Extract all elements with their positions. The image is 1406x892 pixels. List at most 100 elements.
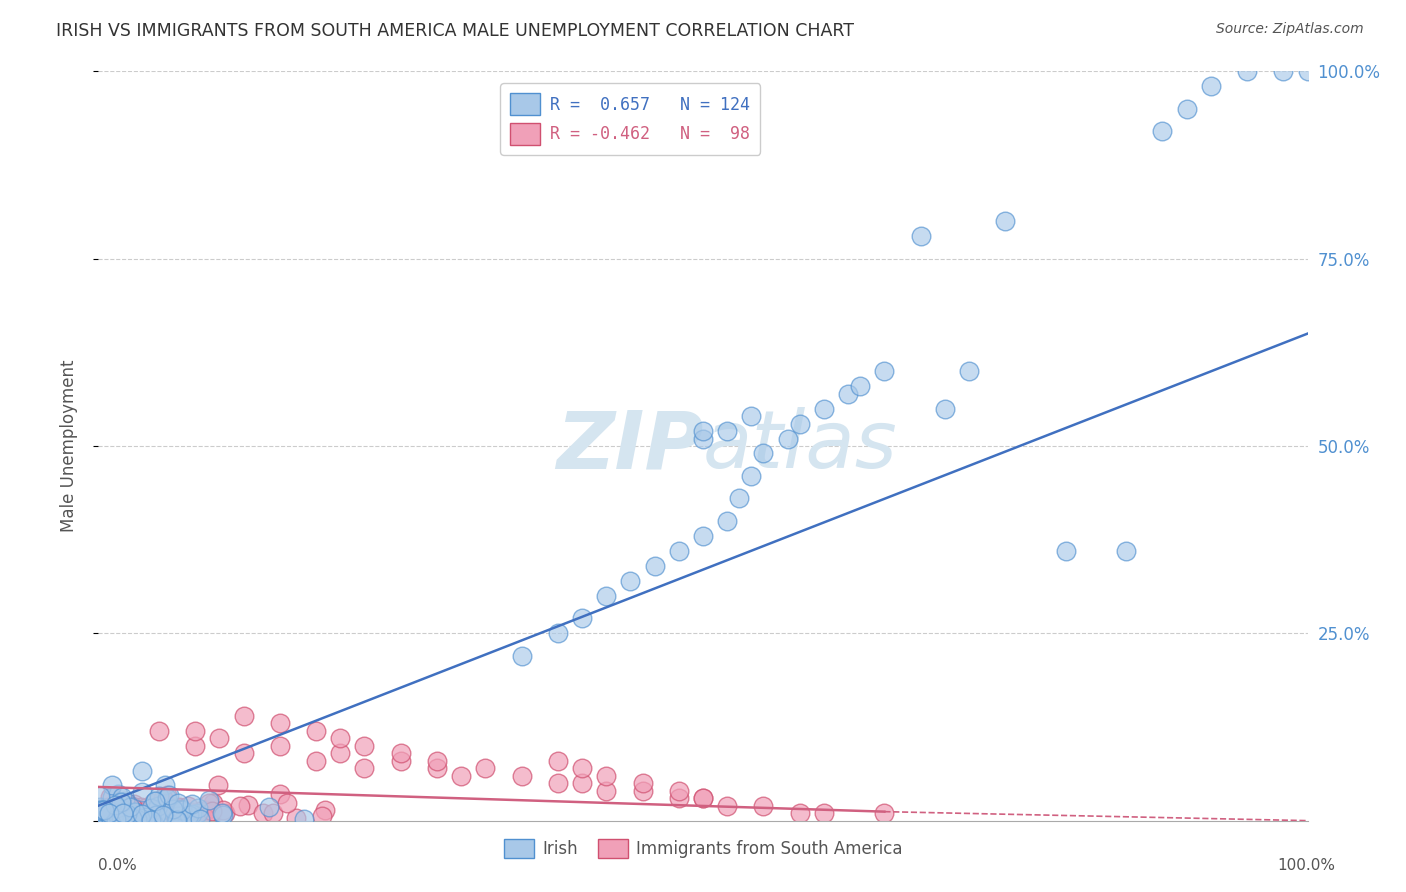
Point	[198, 793, 221, 807]
Point	[910, 229, 932, 244]
Point	[789, 806, 811, 821]
Point	[957, 364, 980, 378]
Point	[188, 805, 211, 819]
Point	[98, 808, 121, 822]
Point	[142, 796, 165, 810]
Point	[314, 803, 336, 817]
Point	[101, 810, 124, 824]
Point	[107, 787, 129, 801]
Point	[474, 761, 496, 775]
Point	[169, 802, 191, 816]
Point	[97, 805, 120, 820]
Point	[111, 790, 134, 805]
Point	[107, 809, 129, 823]
Point	[873, 806, 896, 821]
Point	[1236, 64, 1258, 78]
Point	[172, 805, 194, 820]
Point	[89, 806, 111, 821]
Point	[104, 797, 127, 812]
Point	[229, 798, 252, 813]
Point	[692, 424, 714, 438]
Point	[595, 589, 617, 603]
Point	[668, 791, 690, 805]
Point	[135, 810, 157, 824]
Point	[934, 401, 956, 416]
Point	[236, 797, 259, 812]
Point	[162, 806, 184, 821]
Y-axis label: Male Unemployment: Male Unemployment	[59, 359, 77, 533]
Point	[547, 776, 569, 790]
Point	[143, 808, 166, 822]
Point	[873, 364, 896, 378]
Point	[169, 801, 191, 815]
Point	[547, 754, 569, 768]
Point	[211, 803, 233, 817]
Point	[112, 813, 135, 827]
Point	[153, 798, 176, 813]
Point	[112, 810, 135, 824]
Point	[103, 811, 125, 825]
Point	[139, 813, 162, 827]
Point	[156, 789, 179, 803]
Point	[141, 801, 163, 815]
Point	[90, 803, 112, 817]
Point	[752, 798, 775, 813]
Point	[104, 812, 127, 826]
Point	[211, 805, 233, 820]
Point	[127, 807, 149, 822]
Point	[426, 754, 449, 768]
Point	[110, 805, 132, 819]
Point	[121, 813, 143, 827]
Point	[728, 491, 751, 506]
Point	[668, 544, 690, 558]
Point	[111, 813, 134, 827]
Point	[127, 812, 149, 826]
Point	[100, 789, 122, 804]
Point	[716, 514, 738, 528]
Point	[97, 799, 120, 814]
Point	[692, 791, 714, 805]
Point	[131, 785, 153, 799]
Legend: Irish, Immigrants from South America: Irish, Immigrants from South America	[496, 832, 910, 864]
Point	[155, 778, 177, 792]
Text: IRISH VS IMMIGRANTS FROM SOUTH AMERICA MALE UNEMPLOYMENT CORRELATION CHART: IRISH VS IMMIGRANTS FROM SOUTH AMERICA M…	[56, 22, 855, 40]
Point	[146, 799, 169, 814]
Point	[353, 739, 375, 753]
Point	[172, 803, 194, 817]
Point	[595, 783, 617, 797]
Point	[159, 808, 181, 822]
Point	[619, 574, 641, 588]
Point	[311, 808, 333, 822]
Point	[232, 708, 254, 723]
Point	[89, 810, 111, 824]
Point	[145, 808, 167, 822]
Point	[156, 797, 179, 812]
Point	[162, 803, 184, 817]
Point	[169, 800, 191, 814]
Point	[125, 801, 148, 815]
Point	[644, 558, 666, 573]
Point	[89, 799, 111, 814]
Point	[131, 808, 153, 822]
Point	[165, 813, 187, 827]
Point	[692, 529, 714, 543]
Point	[692, 791, 714, 805]
Point	[426, 761, 449, 775]
Point	[262, 805, 284, 820]
Point	[129, 811, 152, 825]
Point	[181, 807, 204, 822]
Point	[994, 214, 1017, 228]
Point	[740, 409, 762, 423]
Point	[105, 801, 128, 815]
Point	[201, 796, 224, 810]
Point	[124, 805, 146, 819]
Point	[692, 432, 714, 446]
Point	[148, 723, 170, 738]
Text: Source: ZipAtlas.com: Source: ZipAtlas.com	[1216, 22, 1364, 37]
Point	[450, 769, 472, 783]
Point	[115, 808, 138, 822]
Point	[166, 809, 188, 823]
Point	[150, 795, 173, 809]
Point	[125, 814, 148, 828]
Text: atlas: atlas	[703, 407, 898, 485]
